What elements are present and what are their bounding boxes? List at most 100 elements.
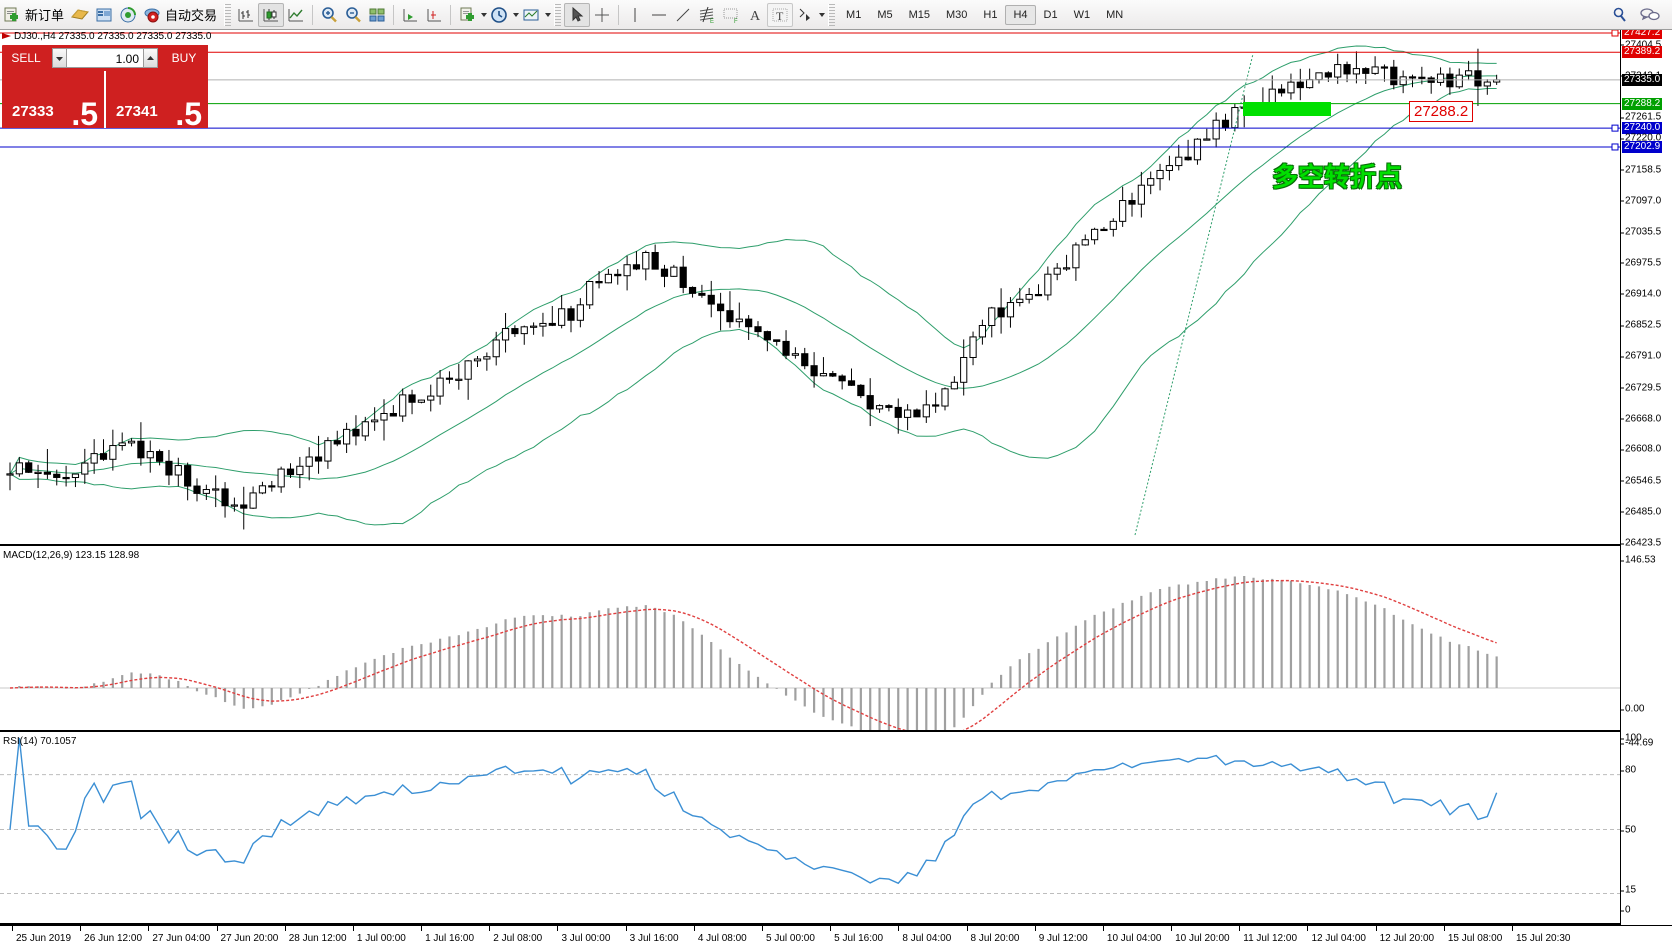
price-pane[interactable]: DJ30.,H4 27335.0 27335.0 27335.0 27335.0…: [0, 30, 1620, 546]
buy-price-dec: .5: [175, 96, 202, 132]
time-tick-mark: [284, 926, 286, 931]
price-tick: 26608.0: [1621, 444, 1661, 455]
time-tick-label: 8 Jul 04:00: [902, 933, 952, 944]
hline-icon[interactable]: [647, 3, 671, 27]
new-order-label: 新订单: [25, 8, 65, 23]
price-tag-level[interactable]: 27240.0: [1622, 122, 1663, 135]
timeframe-m1[interactable]: M1: [846, 8, 862, 21]
line-chart-icon[interactable]: [284, 3, 308, 27]
timeframe-h1[interactable]: H1: [983, 8, 998, 21]
time-tick-mark: [216, 926, 218, 931]
buy-price-cell[interactable]: 27341 .5: [106, 71, 208, 132]
search-icon[interactable]: [1608, 3, 1632, 27]
textlabel-icon[interactable]: T: [767, 2, 794, 27]
timeframe-m5[interactable]: M5: [877, 8, 893, 21]
zoom-out-icon[interactable]: [341, 3, 365, 27]
autoscroll-dropdown-caret[interactable]: [545, 12, 552, 17]
rsi-tick: 50: [1621, 825, 1636, 836]
bar-chart-icon[interactable]: [234, 3, 258, 27]
time-scale[interactable]: 25 Jun 2019 26 Jun 12:00 27 Jun 04:00 27 Ju…: [0, 925, 1672, 952]
indicators-icon[interactable]: [455, 3, 479, 27]
price-scale[interactable]: 27427.227404.527389.227343.127335.027288…: [1620, 30, 1672, 925]
price-tag-level[interactable]: 27202.9: [1622, 140, 1663, 153]
timeframe-m15[interactable]: M15: [908, 8, 930, 21]
price-tick: 26914.0: [1621, 288, 1661, 299]
text-icon[interactable]: A: [743, 3, 767, 27]
price-tag-last[interactable]: 27335.0: [1622, 73, 1663, 86]
crosshair-icon[interactable]: [590, 3, 614, 27]
time-tick-label: 4 Jul 08:00: [697, 933, 747, 944]
turning-point-annotation: 多空转折点: [1272, 162, 1403, 192]
zoom-in-icon[interactable]: [317, 3, 341, 27]
chart-window[interactable]: DJ30.,H4 27335.0 27335.0 27335.0 27335.0…: [0, 30, 1672, 952]
price-tag-take-profit[interactable]: 27427.2: [1622, 30, 1663, 39]
rsi-tick: 100: [1621, 733, 1642, 744]
toolbar-grip-2[interactable]: [554, 3, 562, 26]
sell-price-cell[interactable]: 27333 .5: [2, 71, 106, 130]
time-tick-mark: [830, 926, 832, 931]
buy-button[interactable]: BUY: [160, 45, 208, 71]
timeframe-mn[interactable]: MN: [1106, 8, 1124, 21]
cursor-icon[interactable]: [564, 2, 591, 27]
objects-icon[interactable]: [793, 3, 817, 27]
rsi-tick: 0: [1621, 905, 1631, 916]
time-tick-label: 5 Jul 00:00: [766, 933, 815, 944]
rsi-canvas: [0, 737, 1620, 895]
objects-dropdown-caret[interactable]: [819, 12, 826, 17]
period-dropdown-caret[interactable]: [513, 12, 520, 17]
svg-text:A: A: [750, 9, 761, 24]
price-tick: 26485.0: [1621, 506, 1661, 517]
scroll-end-icon[interactable]: [398, 3, 422, 27]
time-tick-label: 15 Jul 20:30: [1516, 933, 1571, 944]
main-toolbar: 新订单 自动交易: [0, 0, 1672, 30]
macd-pane[interactable]: MACD(12,26,9) 123.15 128.98: [0, 548, 1620, 732]
toolbar-grip-3[interactable]: [828, 3, 836, 26]
price-tag-ask[interactable]: 27389.2: [1622, 46, 1663, 59]
new-order-icon[interactable]: [0, 3, 24, 27]
autotrade-icon[interactable]: [140, 3, 164, 27]
timeframe-w1[interactable]: W1: [1073, 8, 1091, 21]
price-tick: 27220.0: [1621, 133, 1661, 144]
navigator-icon[interactable]: [116, 3, 140, 27]
volume-increase-icon[interactable]: [143, 48, 158, 68]
autotrade-label: 自动交易: [165, 8, 218, 23]
toolbar-grip[interactable]: [224, 3, 232, 26]
autoscroll-icon[interactable]: [519, 3, 543, 27]
macd-label: MACD(12,26,9) 123.15 128.98: [3, 550, 140, 561]
volume-decrease-icon[interactable]: [52, 48, 67, 68]
price-tag-bid[interactable]: 27288.2: [1622, 97, 1663, 110]
volume-input[interactable]: 1.00: [67, 48, 143, 68]
indicators-dropdown-caret[interactable]: [481, 12, 488, 17]
timeframe-h4[interactable]: H4: [1005, 4, 1036, 25]
rsi-pane[interactable]: RSI(14) 70.1057: [0, 734, 1620, 925]
chat-icon[interactable]: [1636, 3, 1664, 27]
highlight-rect: [1243, 102, 1331, 116]
candlestick-icon[interactable]: [258, 2, 285, 27]
vline-icon[interactable]: [623, 3, 647, 27]
templates-icon[interactable]: [365, 3, 389, 27]
fibo-icon[interactable]: E: [695, 3, 719, 27]
time-tick-label: 1 Jul 16:00: [425, 933, 475, 944]
time-tick-mark: [148, 926, 150, 931]
timeframe-d1[interactable]: D1: [1043, 8, 1058, 21]
market-watch-icon[interactable]: [92, 3, 116, 27]
period-icon[interactable]: [487, 3, 511, 27]
time-tick-label: 10 Jul 20:00: [1175, 933, 1230, 944]
time-tick-label: 5 Jul 16:00: [834, 933, 884, 944]
chart-shift-icon[interactable]: [422, 3, 446, 27]
time-tick-label: 28 Jun 12:00: [288, 933, 347, 944]
sell-button[interactable]: SELL: [2, 45, 50, 71]
svg-text:E: E: [710, 19, 714, 25]
profiles-icon[interactable]: [68, 3, 92, 27]
price-tick: 27097.0: [1621, 195, 1661, 206]
trendline-icon[interactable]: [671, 3, 695, 27]
one-click-trading-panel[interactable]: SELL 1.00 BUY 27333 .5 27341 .5: [2, 45, 208, 132]
time-tick-label: 25 Jun 2019: [16, 933, 72, 944]
volume-stepper[interactable]: 1.00: [50, 45, 160, 71]
timeframe-group: M1 M5 M15 M30 H1 H4 D1 W1 MN: [838, 4, 1131, 25]
time-tick-label: 27 Jun 04:00: [152, 933, 211, 944]
timeframe-m30[interactable]: M30: [946, 8, 968, 21]
time-tick-label: 9 Jul 12:00: [1038, 933, 1088, 944]
equidistant-icon[interactable]: F: [719, 3, 743, 27]
time-tick-label: 12 Jul 04:00: [1311, 933, 1366, 944]
